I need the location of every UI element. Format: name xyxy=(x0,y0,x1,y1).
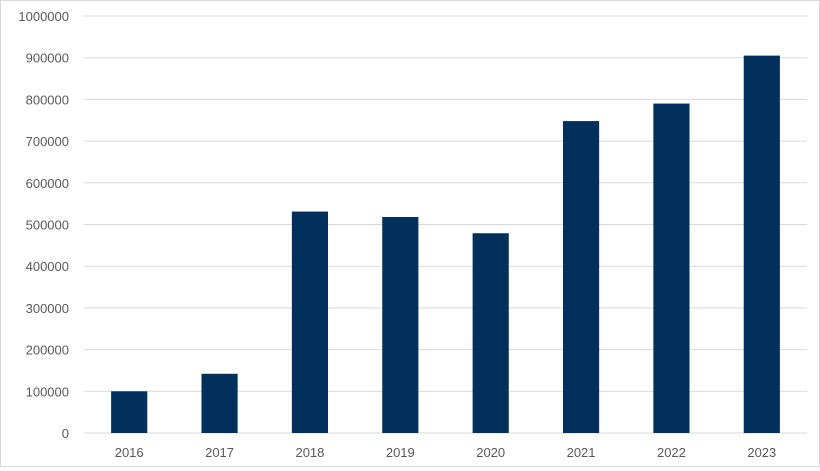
y-tick-label: 900000 xyxy=(26,51,69,66)
x-axis-tick-labels: 2016 2017 2018 2019 2020 2021 2022 2023 xyxy=(115,445,777,460)
x-tick-label: 2023 xyxy=(747,445,776,460)
y-tick-label: 100000 xyxy=(26,384,69,399)
bar-2023 xyxy=(743,55,780,434)
x-tick-label: 2020 xyxy=(476,445,505,460)
bar-2019 xyxy=(382,216,419,433)
x-tick-label: 2016 xyxy=(115,445,144,460)
bar-2021 xyxy=(562,121,600,434)
x-tick-label: 2021 xyxy=(567,445,596,460)
bars xyxy=(111,55,780,434)
y-tick-label: 700000 xyxy=(26,134,69,149)
y-axis-tick-labels: 0 100000 200000 300000 400000 500000 600000 700… xyxy=(18,9,69,441)
y-tick-label: 300000 xyxy=(26,301,69,316)
bar-2016 xyxy=(111,391,148,433)
x-tick-label: 2022 xyxy=(657,445,686,460)
y-tick-label: 1000000 xyxy=(18,9,69,24)
y-tick-label: 800000 xyxy=(26,92,69,107)
bar-2020 xyxy=(472,233,509,433)
y-tick-label: 0 xyxy=(62,426,69,441)
y-tick-label: 200000 xyxy=(26,343,69,358)
gridlines xyxy=(84,15,807,434)
y-tick-label: 600000 xyxy=(26,176,69,191)
x-tick-label: 2019 xyxy=(386,445,415,460)
x-tick-label: 2017 xyxy=(205,445,234,460)
y-tick-label: 500000 xyxy=(26,218,69,233)
x-tick-label: 2018 xyxy=(295,445,324,460)
bar-2022 xyxy=(653,103,690,433)
bar-2018 xyxy=(291,211,329,433)
y-tick-label: 400000 xyxy=(26,259,69,274)
bar-2017 xyxy=(201,373,238,433)
